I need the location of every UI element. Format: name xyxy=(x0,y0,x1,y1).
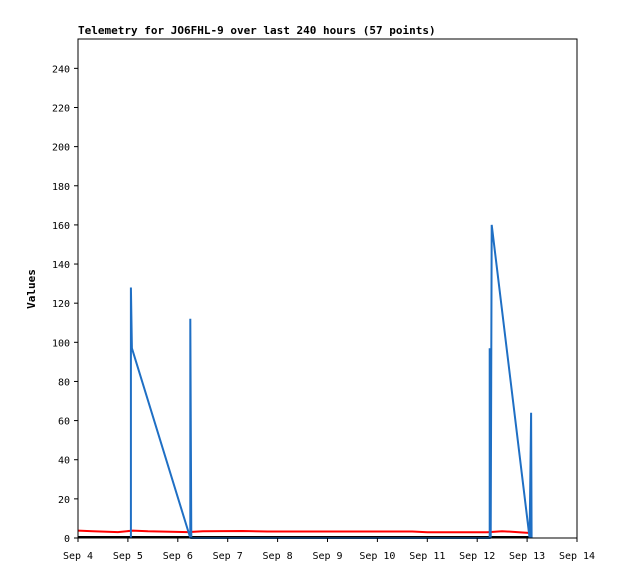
series-line-2 xyxy=(77,529,533,535)
y-tick-label: 220 xyxy=(52,103,70,114)
x-tick-label: Sep 12 xyxy=(459,551,495,562)
y-tick-label: 160 xyxy=(52,221,70,232)
plot-area-frame xyxy=(77,38,578,539)
x-tick-label: Sep 13 xyxy=(509,551,545,562)
x-tick-label: Sep 7 xyxy=(213,551,243,562)
y-tick-label: 240 xyxy=(52,64,70,75)
y-tick-label: 100 xyxy=(52,338,70,349)
x-tick-label: Sep 14 xyxy=(559,551,595,562)
y-tick-label: 80 xyxy=(58,377,70,388)
y-tick-label: 140 xyxy=(52,260,70,271)
y-tick-label: 60 xyxy=(58,417,70,428)
series-layer xyxy=(77,224,533,539)
y-tick-label: 200 xyxy=(52,143,70,154)
y-tick-label: 20 xyxy=(58,495,70,506)
x-tick-label: Sep 8 xyxy=(263,551,293,562)
y-tick-label: 0 xyxy=(64,534,70,545)
x-tick-label: Sep 11 xyxy=(409,551,445,562)
y-tick-label: 180 xyxy=(52,182,70,193)
chart-title: Telemetry for JO6FHL-9 over last 240 hou… xyxy=(78,24,436,37)
x-tick-label: Sep 9 xyxy=(312,551,342,562)
y-tick-label: 120 xyxy=(52,299,70,310)
y-tick-label: 40 xyxy=(58,456,70,467)
x-tick-label: Sep 4 xyxy=(63,551,93,562)
x-tick-label: Sep 10 xyxy=(359,551,395,562)
x-tick-label: Sep 5 xyxy=(113,551,143,562)
series-line-3 xyxy=(129,224,533,539)
x-axis: Sep 4 Sep 5 Sep 6 Sep 7 Sep 8 Sep 9 Sep 10 Sep … xyxy=(63,538,595,562)
y-axis: 0 20 40 60 80 100 120 140 160 180 200 220 240 xyxy=(52,64,78,545)
y-axis-label: Values xyxy=(25,269,38,309)
x-tick-label: Sep 6 xyxy=(163,551,193,562)
